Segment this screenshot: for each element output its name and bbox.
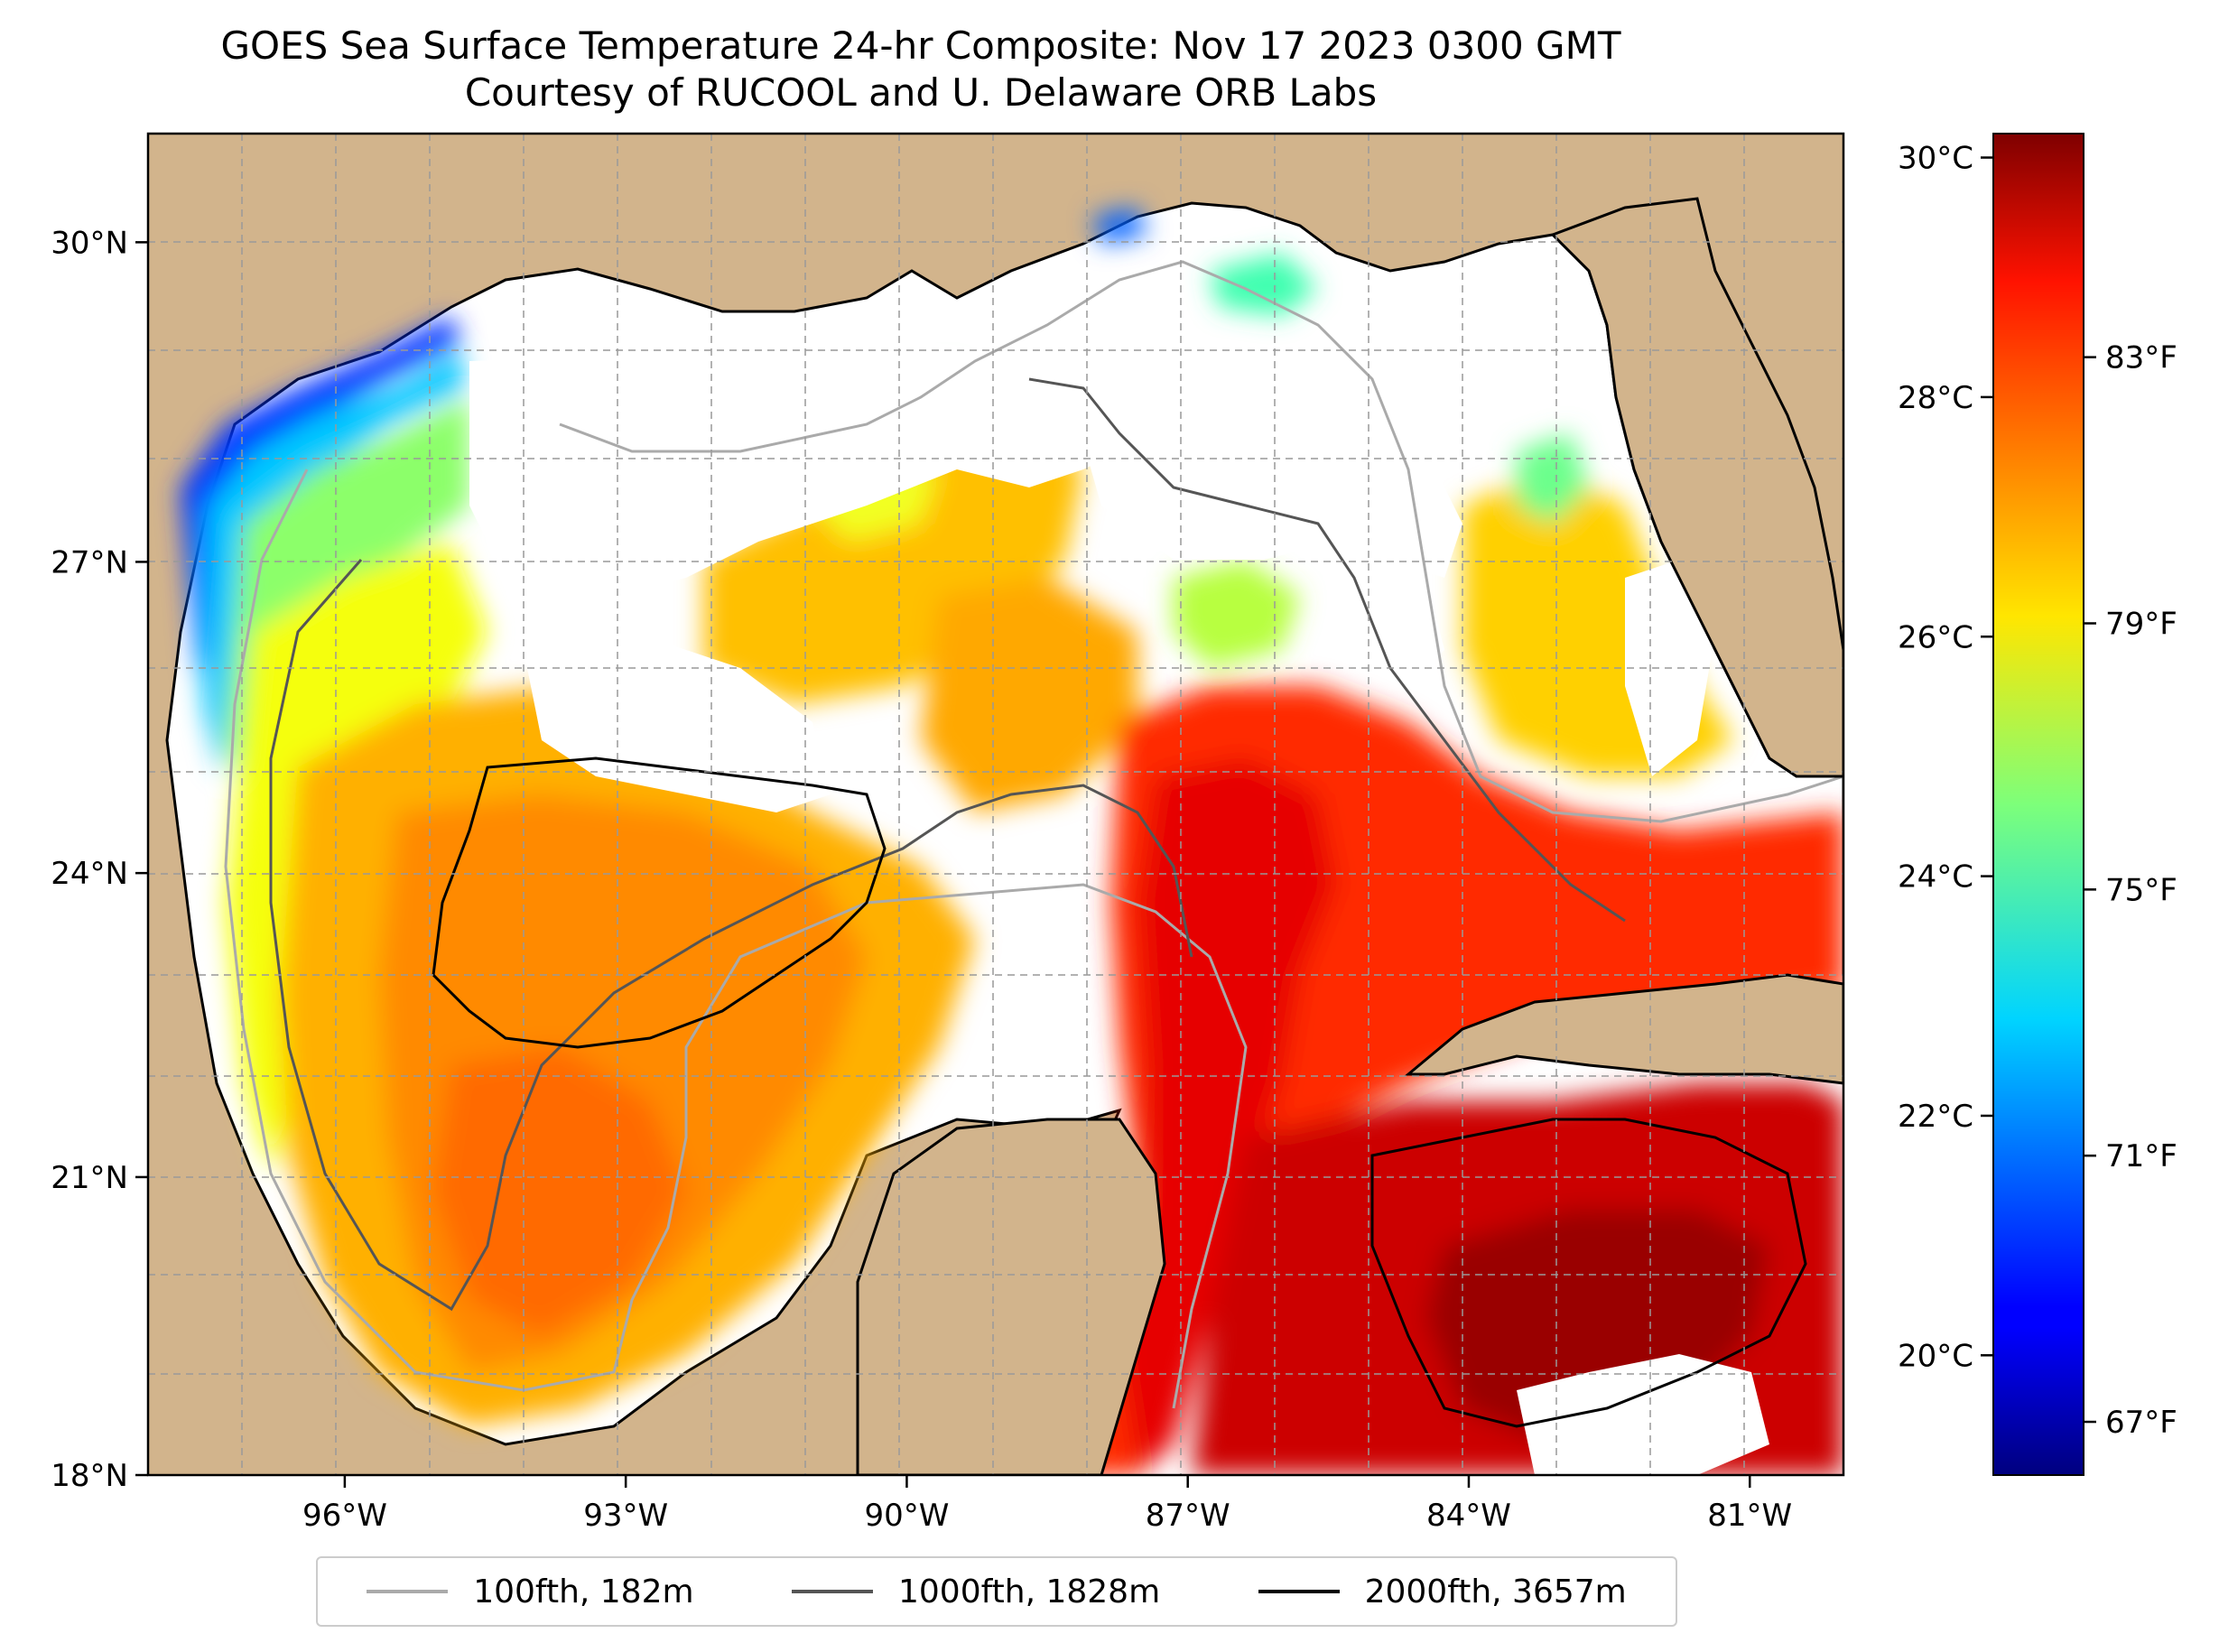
colorbar-f-label: 79°F <box>2105 607 2177 643</box>
yucatan-land <box>856 1118 1166 1475</box>
legend-item-2000fth: 2000fth, 3657m <box>1258 1573 1627 1610</box>
lon-tick-label: 87°W <box>1146 1498 1230 1534</box>
colorbar-c-label: 28°C <box>1898 380 1973 416</box>
colorbar-f-label: 67°F <box>2105 1405 2177 1441</box>
colorbar-fahrenheit-axis: 83°F 79°F 75°F 71°F 67°F <box>2084 340 2177 1441</box>
colorbar-c-label: 26°C <box>1898 619 1973 655</box>
colorbar-c-label: 24°C <box>1898 859 1973 896</box>
colorbar-celsius-axis: 30°C 28°C 26°C 24°C 22°C 20°C <box>1898 141 1993 1374</box>
florida-land <box>1550 197 1843 778</box>
bathymetry-100fth <box>224 260 1843 1409</box>
lat-tick-label: 24°N <box>51 856 128 892</box>
colorbar-f-label: 83°F <box>2105 340 2177 376</box>
longitude-axis: 96°W 93°W 90°W 87°W 84°W 81°W <box>302 1475 1792 1534</box>
map-area <box>148 134 1843 1475</box>
bathymetry-1000fth <box>269 377 1626 1312</box>
lat-tick-label: 30°N <box>51 225 128 261</box>
lon-tick-label: 93°W <box>583 1498 668 1534</box>
colorbar-c-label: 30°C <box>1898 141 1973 177</box>
legend-item-100fth: 100fth, 182m <box>367 1573 694 1610</box>
legend-label: 1000fth, 1828m <box>897 1573 1161 1610</box>
legend-line-dark <box>1258 1590 1340 1593</box>
legend-line-light <box>367 1590 449 1593</box>
lat-tick-label: 27°N <box>51 544 128 580</box>
colorbar-f-label: 71°F <box>2105 1138 2177 1174</box>
map-subtitle: Courtesy of RUCOOL and U. Delaware ORB L… <box>464 70 1378 115</box>
map-frame <box>146 132 1845 1477</box>
legend-label: 2000fth, 3657m <box>1364 1573 1627 1610</box>
colorbar-c-label: 20°C <box>1898 1338 1973 1374</box>
legend-line-medium <box>791 1590 873 1593</box>
colorbar-c-label: 22°C <box>1898 1099 1973 1135</box>
colorbar-f-label: 75°F <box>2105 872 2177 908</box>
legend-item-1000fth: 1000fth, 1828m <box>791 1573 1161 1610</box>
cloud-mask <box>469 343 1769 1475</box>
legend-label: 100fth, 182m <box>473 1573 694 1610</box>
lon-tick-label: 90°W <box>864 1498 949 1534</box>
bathymetry-legend: 100fth, 182m 1000fth, 1828m 2000fth, 365… <box>316 1556 1677 1627</box>
graticule <box>148 134 1843 1475</box>
lat-tick-label: 21°N <box>51 1160 128 1196</box>
lon-tick-label: 81°W <box>1707 1498 1792 1534</box>
latitude-axis: 30°N 27°N 24°N 21°N 18°N <box>51 225 148 1494</box>
map-title: GOES Sea Surface Temperature 24-hr Compo… <box>220 23 1621 68</box>
lon-tick-label: 84°W <box>1426 1498 1511 1534</box>
colorbar <box>1992 133 2084 1476</box>
lat-tick-label: 18°N <box>51 1458 128 1494</box>
lon-tick-label: 96°W <box>302 1498 387 1534</box>
cuba-land <box>1404 973 1843 1085</box>
